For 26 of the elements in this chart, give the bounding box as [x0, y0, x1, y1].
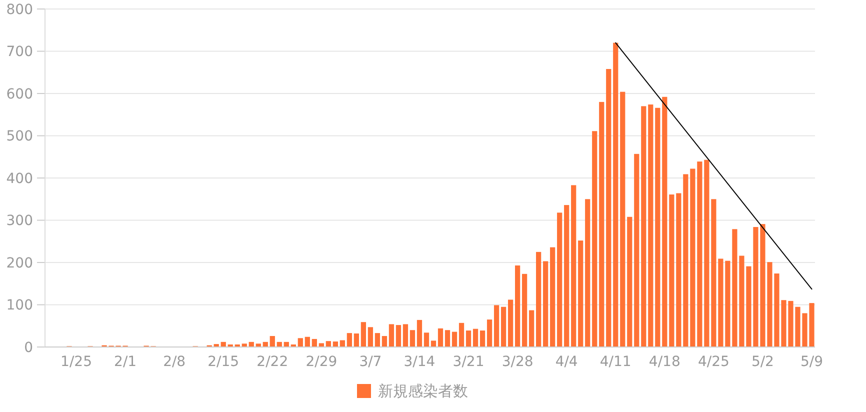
x-tick-label: 3/14 [404, 354, 436, 370]
x-tick-label: 4/11 [600, 354, 632, 370]
x-tick-label: 5/2 [751, 354, 774, 370]
x-tick-label: 2/22 [256, 354, 288, 370]
y-tick-label: 700 [6, 44, 33, 60]
x-tick-label: 2/15 [208, 354, 240, 370]
y-tick-label: 0 [24, 340, 33, 356]
y-tick-label: 300 [6, 213, 33, 230]
x-tick-label: 2/29 [306, 354, 338, 370]
y-tick-label: 500 [6, 128, 33, 145]
x-tick-label: 2/8 [163, 354, 186, 370]
y-tick-label: 600 [6, 86, 33, 102]
y-tick-label: 100 [6, 298, 33, 314]
x-tick-label: 4/18 [648, 354, 680, 370]
y-tick-label: 400 [6, 170, 33, 187]
y-tick-label: 800 [6, 2, 33, 18]
x-tick-label: 3/7 [359, 354, 382, 370]
x-tick-label: 2/1 [114, 354, 137, 370]
x-tick-label: 3/28 [502, 354, 534, 370]
legend-label: 新規感染者数 [378, 382, 468, 400]
y-tick-label: 200 [6, 255, 33, 272]
x-tick-label: 3/21 [452, 354, 484, 370]
x-tick-label: 5/9 [800, 354, 824, 370]
x-tick-label: 4/4 [555, 354, 578, 370]
x-tick-label: 4/25 [698, 354, 730, 370]
x-tick-label: 1/25 [60, 354, 92, 370]
